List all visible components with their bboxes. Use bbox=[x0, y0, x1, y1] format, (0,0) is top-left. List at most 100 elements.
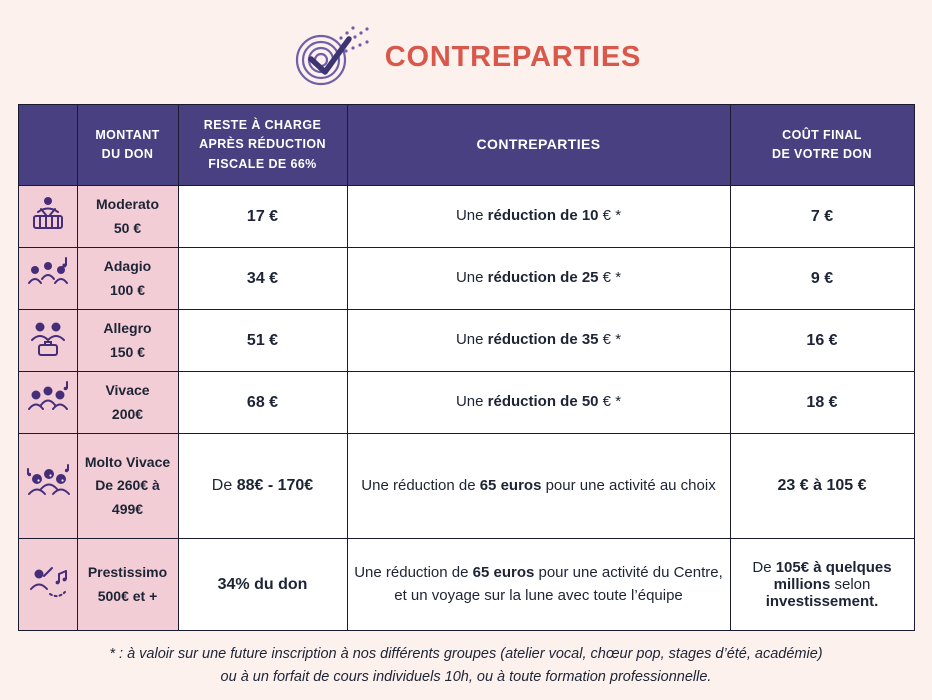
conductor-notes-icon bbox=[29, 567, 67, 598]
contrepartie-text: € * bbox=[598, 207, 622, 225]
table-row: Allegro 150 € 51 € Une réduction de 35 €… bbox=[17, 309, 915, 372]
contrepartie-bold: réduction de 50 bbox=[487, 393, 599, 411]
reste-cell: 17 € bbox=[177, 185, 348, 248]
reste-value: 34% du don bbox=[217, 575, 308, 593]
contrepartie-text: Une bbox=[455, 331, 488, 349]
header-cout-line: COÛT FINAL bbox=[782, 127, 862, 142]
contrepartie-bold: réduction de 25 bbox=[487, 269, 599, 287]
timpani-player-icon bbox=[32, 197, 63, 229]
contrepartie-cell: Une réduction de 50 € * bbox=[346, 371, 731, 434]
tier-cell: Prestissimo 500€ et + bbox=[76, 538, 179, 631]
tier-amount: 100 € bbox=[109, 281, 146, 298]
cout-value: 105€ à quelques millions bbox=[773, 559, 892, 593]
header-contreparties: CONTREPARTIES bbox=[346, 104, 731, 186]
footnote: * : à valoir sur une future inscription … bbox=[0, 643, 932, 689]
table-row: Moderato 50 € 17 € Une réduction de 10 €… bbox=[17, 185, 915, 248]
cout-value: 18 € bbox=[806, 393, 838, 411]
cout-value: 9 € bbox=[810, 269, 834, 287]
band-icon bbox=[27, 257, 68, 284]
tier-cell: Moderato 50 € bbox=[76, 185, 179, 248]
cout-text: selon bbox=[830, 576, 871, 593]
contrepartie-text: € * bbox=[598, 331, 622, 349]
tier-name: Moderato bbox=[96, 196, 159, 213]
tier-amount: 150 € bbox=[109, 343, 146, 360]
reste-value: 34 € bbox=[246, 269, 279, 287]
icon-cell bbox=[17, 371, 78, 434]
contrepartie-bold: réduction de 35 bbox=[487, 331, 599, 349]
choir-icon bbox=[27, 381, 68, 410]
tier-amount: 50 € bbox=[113, 219, 142, 236]
footnote-line: * : à valoir sur une future inscription … bbox=[109, 646, 823, 662]
contrepartie-bold: 65 euros bbox=[472, 564, 535, 581]
footnote-line: ou à un forfait de cours individuels 10h… bbox=[220, 669, 712, 686]
tier-cell: Adagio 100 € bbox=[76, 247, 179, 310]
header-icon-cell bbox=[17, 104, 78, 186]
table-row: Vivace 200€ 68 € Une réduction de 50 € *… bbox=[17, 371, 915, 434]
tier-cell: Allegro 150 € bbox=[76, 309, 179, 372]
tier-amount: 500€ et + bbox=[97, 587, 158, 604]
contrepartie-cell: Une réduction de 65 euros pour une activ… bbox=[346, 433, 731, 539]
tier-amount: De 260€ à 499€ bbox=[95, 477, 160, 517]
header-contreparties-line: CONTREPARTIES bbox=[476, 136, 601, 153]
reste-value: 17 € bbox=[246, 207, 279, 225]
duo-briefcase-icon bbox=[30, 322, 65, 356]
tier-name: Adagio bbox=[103, 258, 152, 275]
cout-text: De bbox=[752, 559, 776, 576]
table-row: Molto Vivace De 260€ à 499€ De 88€ - 170… bbox=[17, 433, 915, 539]
header-reste: RESTE À CHARGE APRÈS RÉDUCTION FISCALE D… bbox=[177, 104, 348, 186]
icon-cell bbox=[17, 433, 78, 539]
reste-cell: 68 € bbox=[177, 371, 348, 434]
header-montant: MONTANT DU DON bbox=[76, 104, 179, 186]
header-montant-line: MONTANT bbox=[95, 127, 160, 142]
cout-cell: 7 € bbox=[729, 185, 915, 248]
header-montant-line: DU DON bbox=[101, 147, 154, 161]
header-reste-line: APRÈS RÉDUCTION bbox=[199, 137, 326, 152]
contrepartie-text: Une bbox=[455, 207, 488, 225]
tier-name: Prestissimo bbox=[87, 564, 168, 581]
header-row: MONTANT DU DON RESTE À CHARGE APRÈS RÉDU… bbox=[17, 104, 915, 186]
header-cout-line: DE VOTRE DON bbox=[772, 147, 872, 161]
contreparties-table: MONTANT DU DON RESTE À CHARGE APRÈS RÉDU… bbox=[17, 104, 915, 631]
icon-cell bbox=[17, 538, 78, 631]
tier-amount: 200€ bbox=[111, 405, 144, 422]
tier-cell: Molto Vivace De 260€ à 499€ bbox=[76, 433, 179, 539]
contrepartie-text: Une réduction de bbox=[354, 564, 473, 581]
contrepartie-text: € * bbox=[598, 393, 622, 411]
reste-cell: 34 € bbox=[177, 247, 348, 310]
table-row: Adagio 100 € 34 € Une réduction de 25 € … bbox=[17, 247, 915, 310]
header-reste-line: RESTE À CHARGE bbox=[203, 117, 322, 132]
contrepartie-text: Une bbox=[455, 269, 488, 287]
contrepartie-cell: Une réduction de 65 euros pour une activ… bbox=[346, 538, 731, 631]
contrepartie-bold: réduction de 10 bbox=[487, 207, 599, 225]
cout-cell: 9 € bbox=[729, 247, 915, 310]
contrepartie-text: pour une activité du Centre, et un voyag… bbox=[394, 564, 723, 604]
brand-logo-icon bbox=[291, 23, 379, 92]
reste-value: 51 € bbox=[246, 331, 279, 349]
cout-cell: De 105€ à quelques millions selon invest… bbox=[729, 538, 915, 631]
table-row: Prestissimo 500€ et + 34% du don Une réd… bbox=[17, 538, 915, 631]
contrepartie-bold: 65 euros bbox=[479, 476, 542, 494]
singers-icon bbox=[26, 463, 70, 495]
cout-value: 16 € bbox=[806, 331, 838, 349]
contrepartie-text: € * bbox=[598, 269, 622, 287]
cout-value: investissement. bbox=[765, 593, 879, 610]
cout-cell: 16 € bbox=[729, 309, 915, 372]
contrepartie-cell: Une réduction de 35 € * bbox=[346, 309, 731, 372]
cout-cell: 23 € à 105 € bbox=[729, 433, 915, 539]
cout-value: 23 € à 105 € bbox=[777, 477, 867, 494]
reste-cell: 51 € bbox=[177, 309, 348, 372]
icon-cell bbox=[17, 309, 78, 372]
reste-value: 88€ - 170€ bbox=[236, 477, 314, 494]
icon-cell bbox=[17, 185, 78, 248]
brand-header: CONTREPARTIES bbox=[0, 0, 932, 96]
reste-cell: 34% du don bbox=[177, 538, 348, 631]
header-reste-line: FISCALE DE 66% bbox=[208, 156, 317, 171]
contrepartie-text: Une bbox=[455, 393, 488, 411]
tier-name: Molto Vivace bbox=[84, 454, 171, 471]
cout-cell: 18 € bbox=[729, 371, 915, 434]
icon-cell bbox=[17, 247, 78, 310]
cout-value: 7 € bbox=[810, 207, 834, 225]
tier-cell: Vivace 200€ bbox=[76, 371, 179, 434]
reste-text: De bbox=[211, 477, 237, 494]
tier-name: Vivace bbox=[105, 382, 150, 399]
